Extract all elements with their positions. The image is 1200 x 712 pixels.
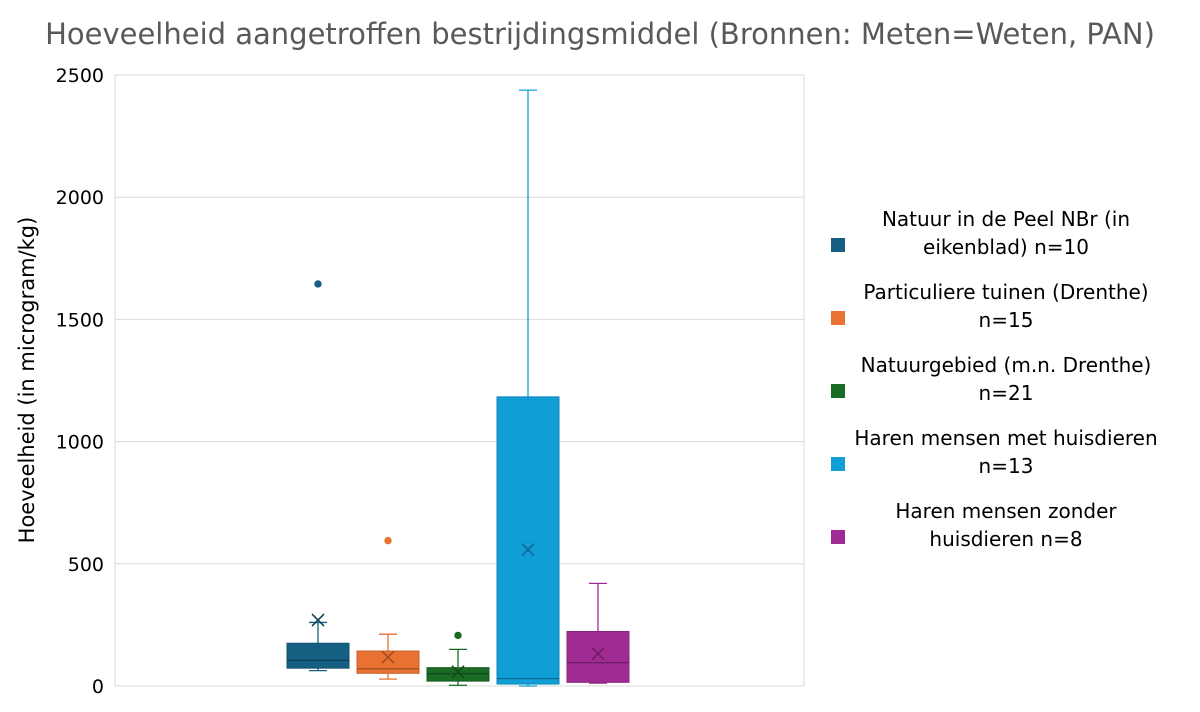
box-series xyxy=(286,89,630,687)
y-tick-label: 2500 xyxy=(56,65,104,87)
mean-marker xyxy=(521,543,535,557)
legend-label: Haren mensen zonder xyxy=(895,499,1117,523)
box-3 xyxy=(426,631,490,686)
legend-swatch xyxy=(831,238,845,252)
y-tick-label: 1500 xyxy=(56,309,104,331)
legend-label: Natuur in de Peel NBr (in xyxy=(882,207,1130,231)
legend-label: n=13 xyxy=(979,454,1034,478)
outlier-point xyxy=(314,280,322,288)
iqr-box xyxy=(426,667,490,682)
iqr-box xyxy=(496,396,560,685)
iqr-box xyxy=(566,630,630,683)
legend-item-1: Natuur in de Peel NBr (in eikenblad) n=10 xyxy=(831,207,1130,259)
mean-marker xyxy=(381,650,395,664)
legend-label: Haren mensen met huisdieren xyxy=(854,426,1157,450)
chart-title: Hoeveelheid aangetroffen bestrijdingsmid… xyxy=(45,17,1155,51)
legend-swatch xyxy=(831,384,845,398)
legend-label: huisdieren n=8 xyxy=(929,527,1082,551)
legend-label: Particuliere tuinen (Drenthe) xyxy=(863,280,1148,304)
iqr-box xyxy=(356,650,420,674)
legend-item-2: Particuliere tuinen (Drenthe) n=15 xyxy=(831,280,1149,332)
legend: Natuur in de Peel NBr (in eikenblad) n=10… xyxy=(831,207,1158,551)
mean-marker xyxy=(311,613,325,627)
gridlines xyxy=(114,74,805,687)
box-2 xyxy=(356,536,420,680)
mean-marker xyxy=(591,647,605,661)
legend-item-4: Haren mensen met huisdieren n=13 xyxy=(831,426,1158,478)
y-tick-label: 1000 xyxy=(56,432,104,454)
legend-label: n=21 xyxy=(979,381,1034,405)
outlier-point xyxy=(454,631,462,640)
y-axis-label: Hoeveelheid (in microgram/kg) xyxy=(15,217,39,544)
y-tick-label: 2000 xyxy=(56,187,104,209)
legend-item-3: Natuurgebied (m.n. Drenthe) n=21 xyxy=(831,353,1151,405)
y-axis-ticks: 0 500 1000 1500 2000 2500 xyxy=(56,65,104,698)
box-1 xyxy=(286,280,350,672)
y-tick-label: 0 xyxy=(92,676,104,698)
legend-swatch xyxy=(831,311,845,325)
legend-swatch xyxy=(831,457,845,471)
legend-label: Natuurgebied (m.n. Drenthe) xyxy=(861,353,1152,377)
outlier-point xyxy=(384,536,392,545)
box-5 xyxy=(566,582,630,684)
legend-label: eikenblad) n=10 xyxy=(923,235,1089,259)
legend-swatch xyxy=(831,530,845,544)
y-tick-label: 500 xyxy=(68,554,104,576)
legend-label: n=15 xyxy=(979,308,1034,332)
box-4 xyxy=(496,89,560,687)
iqr-box xyxy=(286,642,350,669)
mean-marker xyxy=(451,665,465,679)
legend-item-5: Haren mensen zonder huisdieren n=8 xyxy=(831,499,1117,551)
